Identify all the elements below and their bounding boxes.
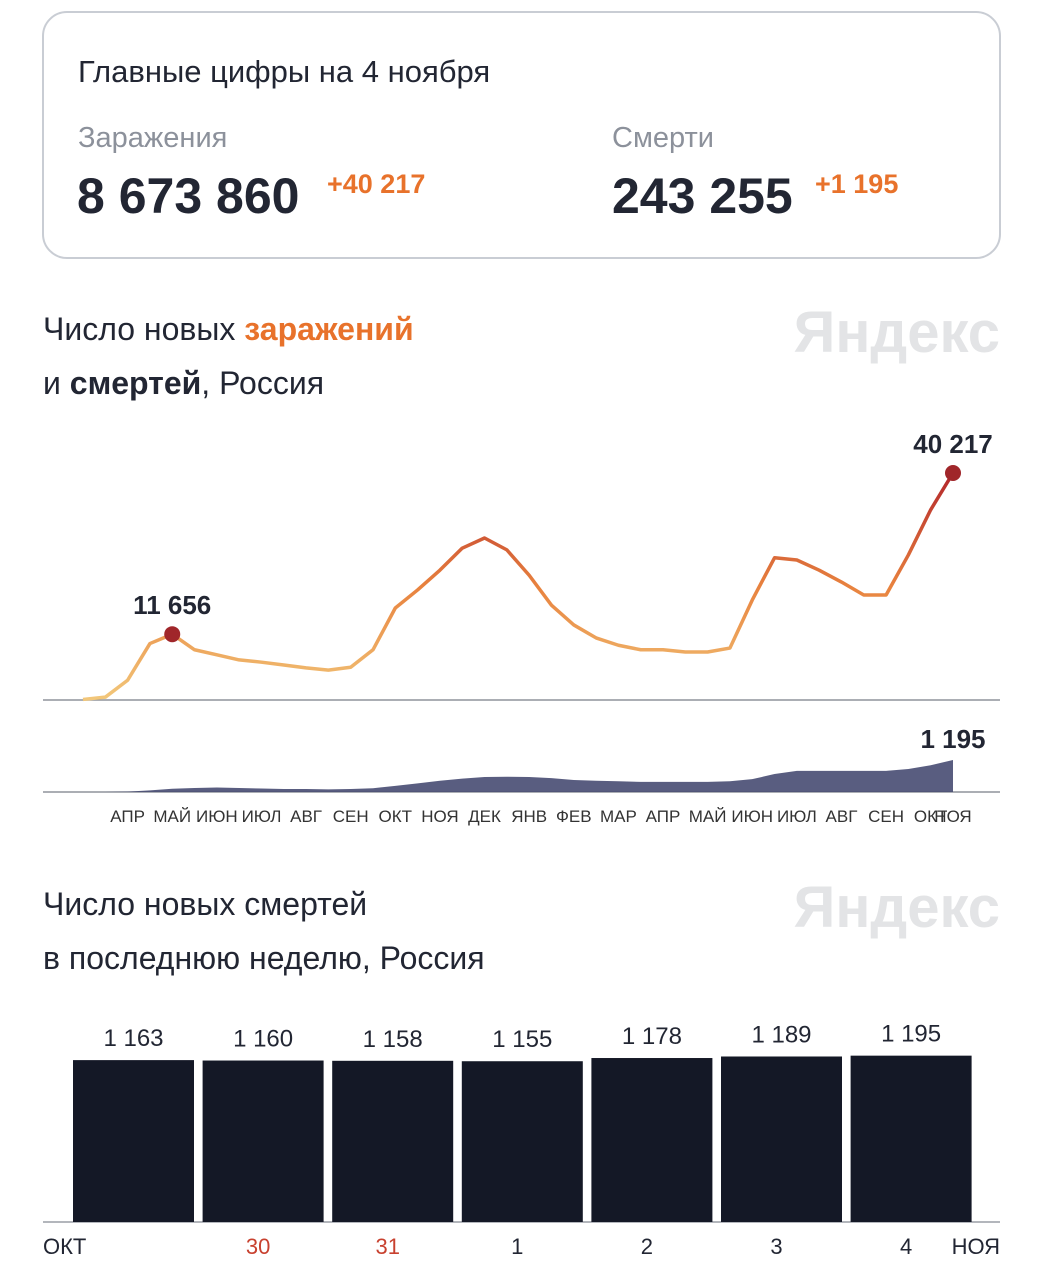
x-tick-label: ФЕВ bbox=[556, 807, 592, 826]
value-label: 1 178 bbox=[622, 1023, 682, 1050]
x-tick-label: АПР bbox=[110, 807, 145, 826]
bar bbox=[73, 1060, 194, 1222]
cases-line bbox=[82, 472, 955, 702]
value-label: 40 217 bbox=[913, 429, 993, 459]
deaths-value: 243 255 bbox=[612, 168, 793, 224]
bar bbox=[850, 1055, 972, 1222]
chart-title: и смертей, Россия bbox=[43, 365, 324, 401]
x-tick-label: АВГ bbox=[826, 807, 858, 826]
deaths-area bbox=[83, 760, 953, 792]
cases-value: 8 673 860 bbox=[77, 168, 299, 224]
value-label: 1 158 bbox=[363, 1026, 423, 1053]
value-label: 1 160 bbox=[233, 1026, 293, 1053]
x-tick-label: МАР bbox=[600, 807, 637, 826]
cases-delta: +40 217 bbox=[327, 169, 425, 199]
title-part: заражений bbox=[244, 311, 413, 347]
title-part: , Россия bbox=[201, 365, 324, 401]
axis-start-label: ОКТ bbox=[43, 1234, 86, 1259]
x-tick-label: ЯНВ bbox=[511, 807, 547, 826]
x-tick-label: 30 bbox=[246, 1234, 270, 1259]
bar bbox=[721, 1056, 842, 1222]
value-label: 1 155 bbox=[492, 1026, 552, 1053]
deaths-delta: +1 195 bbox=[815, 169, 898, 199]
x-tick-label: ИЮЛ bbox=[777, 807, 817, 826]
x-tick-label: ОКТ bbox=[914, 807, 948, 826]
x-tick-label: НОЯ bbox=[934, 807, 971, 826]
value-label: 1 189 bbox=[751, 1021, 811, 1048]
bar bbox=[461, 1061, 583, 1222]
x-tick-label: ИЮЛ bbox=[242, 807, 282, 826]
deaths-label: Смерти bbox=[612, 122, 714, 154]
title-part: и bbox=[43, 365, 70, 401]
value-label: 1 163 bbox=[103, 1025, 163, 1052]
value-label: 1 195 bbox=[881, 1021, 941, 1048]
summary-card bbox=[42, 11, 1001, 259]
peak-marker bbox=[164, 626, 181, 643]
x-tick-label: ДЕК bbox=[468, 807, 501, 826]
x-tick-label: МАЙ bbox=[153, 807, 191, 826]
value-label: 11 656 bbox=[133, 590, 211, 620]
bar bbox=[202, 1060, 324, 1222]
x-tick-label: ИЮН bbox=[731, 807, 773, 826]
chart-title: в последнюю неделю, Россия bbox=[43, 940, 485, 976]
value-label: 1 195 bbox=[920, 724, 985, 754]
x-tick-label: АПР bbox=[646, 807, 681, 826]
bar bbox=[332, 1060, 454, 1222]
x-tick-label: 2 bbox=[641, 1234, 653, 1259]
x-tick-label: ИЮН bbox=[196, 807, 238, 826]
watermark: Яндекс bbox=[794, 875, 1000, 940]
x-tick-label: ОКТ bbox=[379, 807, 413, 826]
x-tick-label: СЕН bbox=[333, 807, 369, 826]
cases-label: Заражения bbox=[78, 122, 227, 154]
chart-title: Число новых заражений bbox=[43, 311, 414, 347]
watermark: Яндекс bbox=[794, 300, 1000, 365]
x-tick-label: 1 bbox=[511, 1234, 523, 1259]
x-tick-label: 31 bbox=[375, 1234, 399, 1259]
chart-title: Число новых смертей bbox=[43, 886, 367, 922]
title-part: Число новых bbox=[43, 311, 244, 347]
bar bbox=[591, 1058, 713, 1222]
x-tick-label: НОЯ bbox=[421, 807, 458, 826]
x-tick-label: АВГ bbox=[290, 807, 322, 826]
peak-marker bbox=[945, 465, 961, 481]
x-tick-label: МАЙ bbox=[689, 807, 727, 826]
x-tick-label: 3 bbox=[770, 1234, 782, 1259]
x-tick-label: СЕН bbox=[868, 807, 904, 826]
x-tick-label: 4 bbox=[900, 1234, 912, 1259]
title-part: смертей bbox=[70, 365, 202, 401]
summary-title: Главные цифры на 4 ноября bbox=[78, 54, 490, 89]
axis-end-label: НОЯ bbox=[952, 1234, 1000, 1259]
